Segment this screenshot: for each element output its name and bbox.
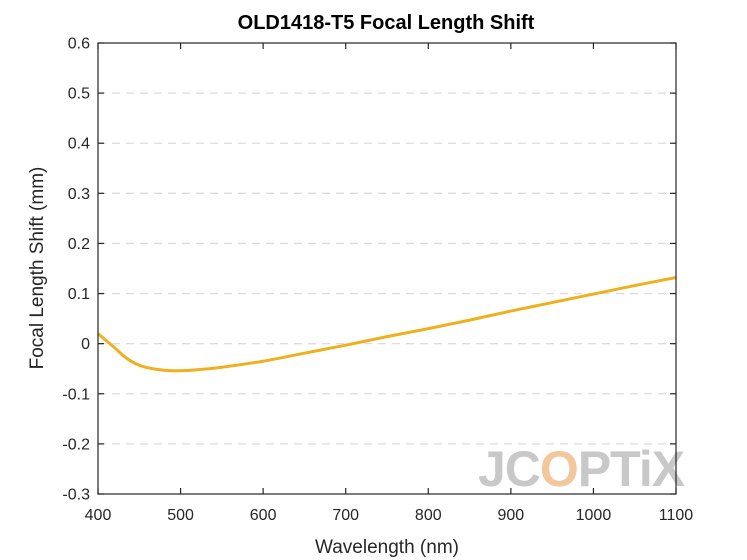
x-tick-label: 900 (498, 507, 525, 524)
watermark-part-2: O (540, 441, 578, 497)
series-layer (97, 276, 677, 373)
x-tick-label: 800 (415, 507, 442, 524)
y-tick-label: -0.3 (62, 487, 90, 504)
watermark-part-3: PTiX (578, 441, 685, 497)
y-tick-label: 0.3 (68, 186, 90, 203)
x-tick-label: 500 (167, 507, 194, 524)
y-axis-label: Focal Length Shift (mm) (27, 167, 48, 370)
watermark-logo: JCOPTiX (478, 441, 685, 497)
y-tick-label: -0.2 (62, 436, 90, 453)
watermark-part-1: JC (478, 441, 540, 497)
ticks (97, 42, 677, 495)
x-tick-label: 1000 (576, 507, 612, 524)
y-tick-label: 0.1 (68, 286, 90, 303)
x-axis-label: Wavelength (nm) (315, 537, 459, 558)
y-tick-label: 0.5 (68, 86, 90, 103)
y-tick-label: -0.1 (62, 386, 90, 403)
plot-frame (97, 42, 677, 495)
grid-lines (98, 92, 676, 445)
x-tick-label: 400 (85, 507, 112, 524)
x-tick-label: 700 (332, 507, 359, 524)
y-tick-label: 0.6 (68, 36, 90, 53)
y-tick-labels: -0.3 -0.2 -0.1 0 0.1 0.2 0.3 0.4 0.5 0.6 (62, 36, 90, 504)
x-tick-label: 1100 (659, 507, 694, 524)
chart-title: OLD1418-T5 Focal Length Shift (238, 12, 535, 34)
y-tick-label: 0 (81, 336, 90, 353)
x-tick-labels: 400 500 600 700 800 900 1000 1100 (85, 507, 694, 524)
y-tick-label: 0.4 (68, 136, 90, 153)
y-tick-label: 0.2 (68, 236, 90, 253)
x-tick-label: 600 (250, 507, 277, 524)
series-line (97, 276, 677, 373)
